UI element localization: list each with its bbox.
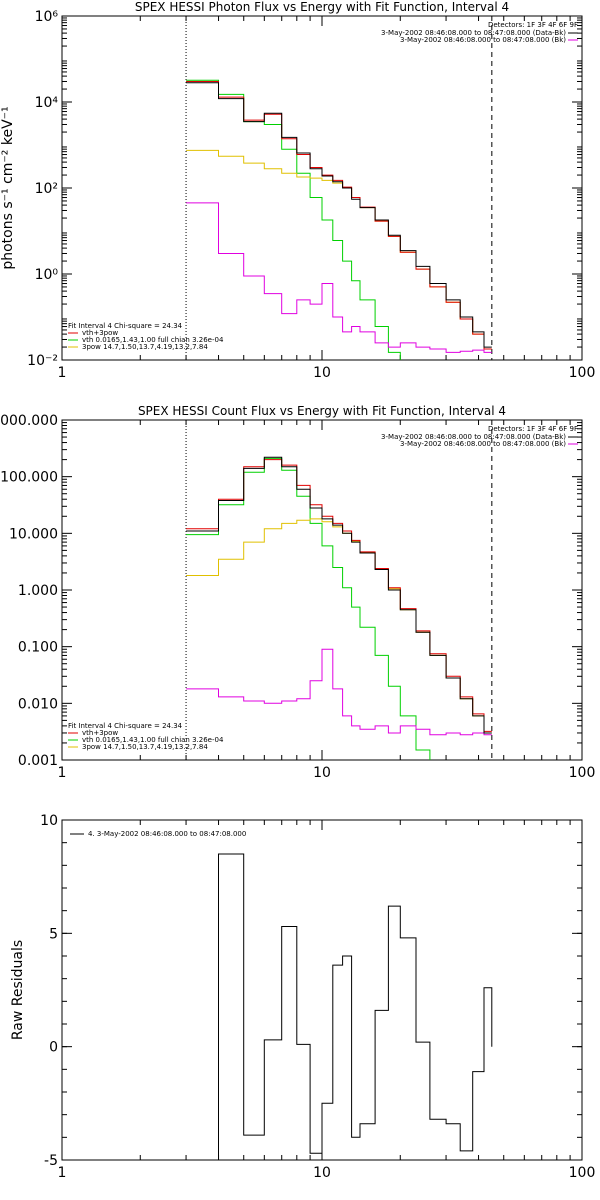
legend-item-label: 3pow 14.7,1.50,13.7,4.19,13.2,7.84: [82, 343, 208, 351]
y-tick-label: 0.010: [18, 696, 58, 712]
y-tick-label: 5: [49, 926, 58, 942]
y-tick-label: 10.000: [9, 526, 58, 542]
chart-title: SPEX HESSI Count Flux vs Energy with Fit…: [138, 404, 506, 418]
x-tick-label: 10: [313, 365, 331, 381]
series-line-bk: [186, 202, 492, 353]
legend-item-label: vth 0.0165,1.43,1.00 full chian 3.26e-04: [82, 336, 224, 344]
y-tick-label: 10⁶: [35, 9, 59, 25]
plot-frame: [61, 15, 583, 361]
x-tick-label: 1: [58, 1165, 67, 1181]
y-tick-label: -5: [44, 1153, 58, 1169]
legend-detectors: Detectors: 1F 3F 4F 6F 9F: [488, 425, 578, 433]
legend-item-label: 4. 3-May-2002 08:46:08.000 to 08:47:08.0…: [88, 830, 246, 838]
legend-item-label: vth+3pow: [82, 329, 118, 337]
chart-title: SPEX HESSI Photon Flux vs Energy with Fi…: [135, 0, 509, 14]
legend-item-label: 3-May-2002 08:46:08.000 to 08:47:08.000 …: [400, 440, 566, 448]
x-tick-label: 1: [58, 765, 67, 781]
series-group: [186, 79, 492, 360]
x-tick-label: 100: [569, 765, 596, 781]
chart-panel-1: SPEX HESSI Photon Flux vs Energy with Fi…: [0, 0, 596, 381]
y-tick-label: 10⁰: [35, 267, 59, 283]
y-tick-label: 10²: [35, 181, 58, 197]
series-line-vth-3pow: [186, 459, 492, 732]
x-tick-label: 100: [569, 1165, 596, 1181]
series-line-data-bk: [186, 82, 492, 348]
series-line-vth-3pow: [186, 81, 492, 350]
x-tick-label: 10: [313, 1165, 331, 1181]
legend-item-label: 3-May-2002 08:46:08.000 to 08:47:08.000 …: [381, 29, 566, 37]
legend-item-label: 3-May-2002 08:46:08.000 to 08:47:08.000 …: [381, 433, 566, 441]
y-axis-label: Raw Residuals: [10, 940, 26, 1040]
y-tick-label: 10: [40, 813, 58, 829]
legend-fit-header: Fit Interval 4 Chi-square = 24.34: [68, 722, 183, 730]
x-tick-label: 10: [313, 765, 331, 781]
chart-panel-2: SPEX HESSI Count Flux vs Energy with Fit…: [0, 404, 595, 781]
legend-fit-header: Fit Interval 4 Chi-square = 24.34: [68, 322, 183, 330]
y-axis-label: photons s⁻¹ cm⁻² keV⁻¹: [0, 106, 16, 269]
legend-item-label: vth+3pow: [82, 729, 118, 737]
series-group: [186, 853, 493, 1160]
legend-item-label: 3pow 14.7,1.50,13.7,4.19,13.2,7.84: [82, 743, 208, 751]
y-tick-label: 0: [49, 1040, 58, 1056]
legend-item-label: vth 0.0165,1.43,1.00 full chian 3.26e-04: [82, 736, 224, 744]
x-tick-label: 100: [569, 365, 596, 381]
series-group: [186, 456, 492, 760]
y-tick-label: 0.100: [18, 640, 58, 656]
series-line-4-: [186, 853, 493, 1160]
chart-panel-3: Raw Residuals 1 10 100 -5 0 5 10 4. 3-May-2002 0…: [10, 813, 595, 1181]
legend-detectors: Detectors: 1F 3F 4F 6F 9F: [488, 21, 578, 29]
y-tick-label: 0.001: [18, 753, 58, 769]
y-tick-label: 10⁻²: [27, 353, 58, 369]
series-line-vth: [186, 457, 431, 760]
series-line-3pow: [186, 518, 492, 734]
y-tick-label: 10⁴: [35, 95, 59, 111]
series-line-data-bk: [186, 456, 492, 734]
legend-item-label: 3-May-2002 08:46:08.000 to 08:47:08.000 …: [400, 36, 566, 44]
x-tick-label: 1: [58, 365, 67, 381]
y-tick-label: 100.000: [0, 470, 58, 486]
y-tick-label: 1.000: [18, 583, 58, 599]
plot-frame: [61, 419, 583, 761]
series-line-bk: [186, 648, 492, 736]
